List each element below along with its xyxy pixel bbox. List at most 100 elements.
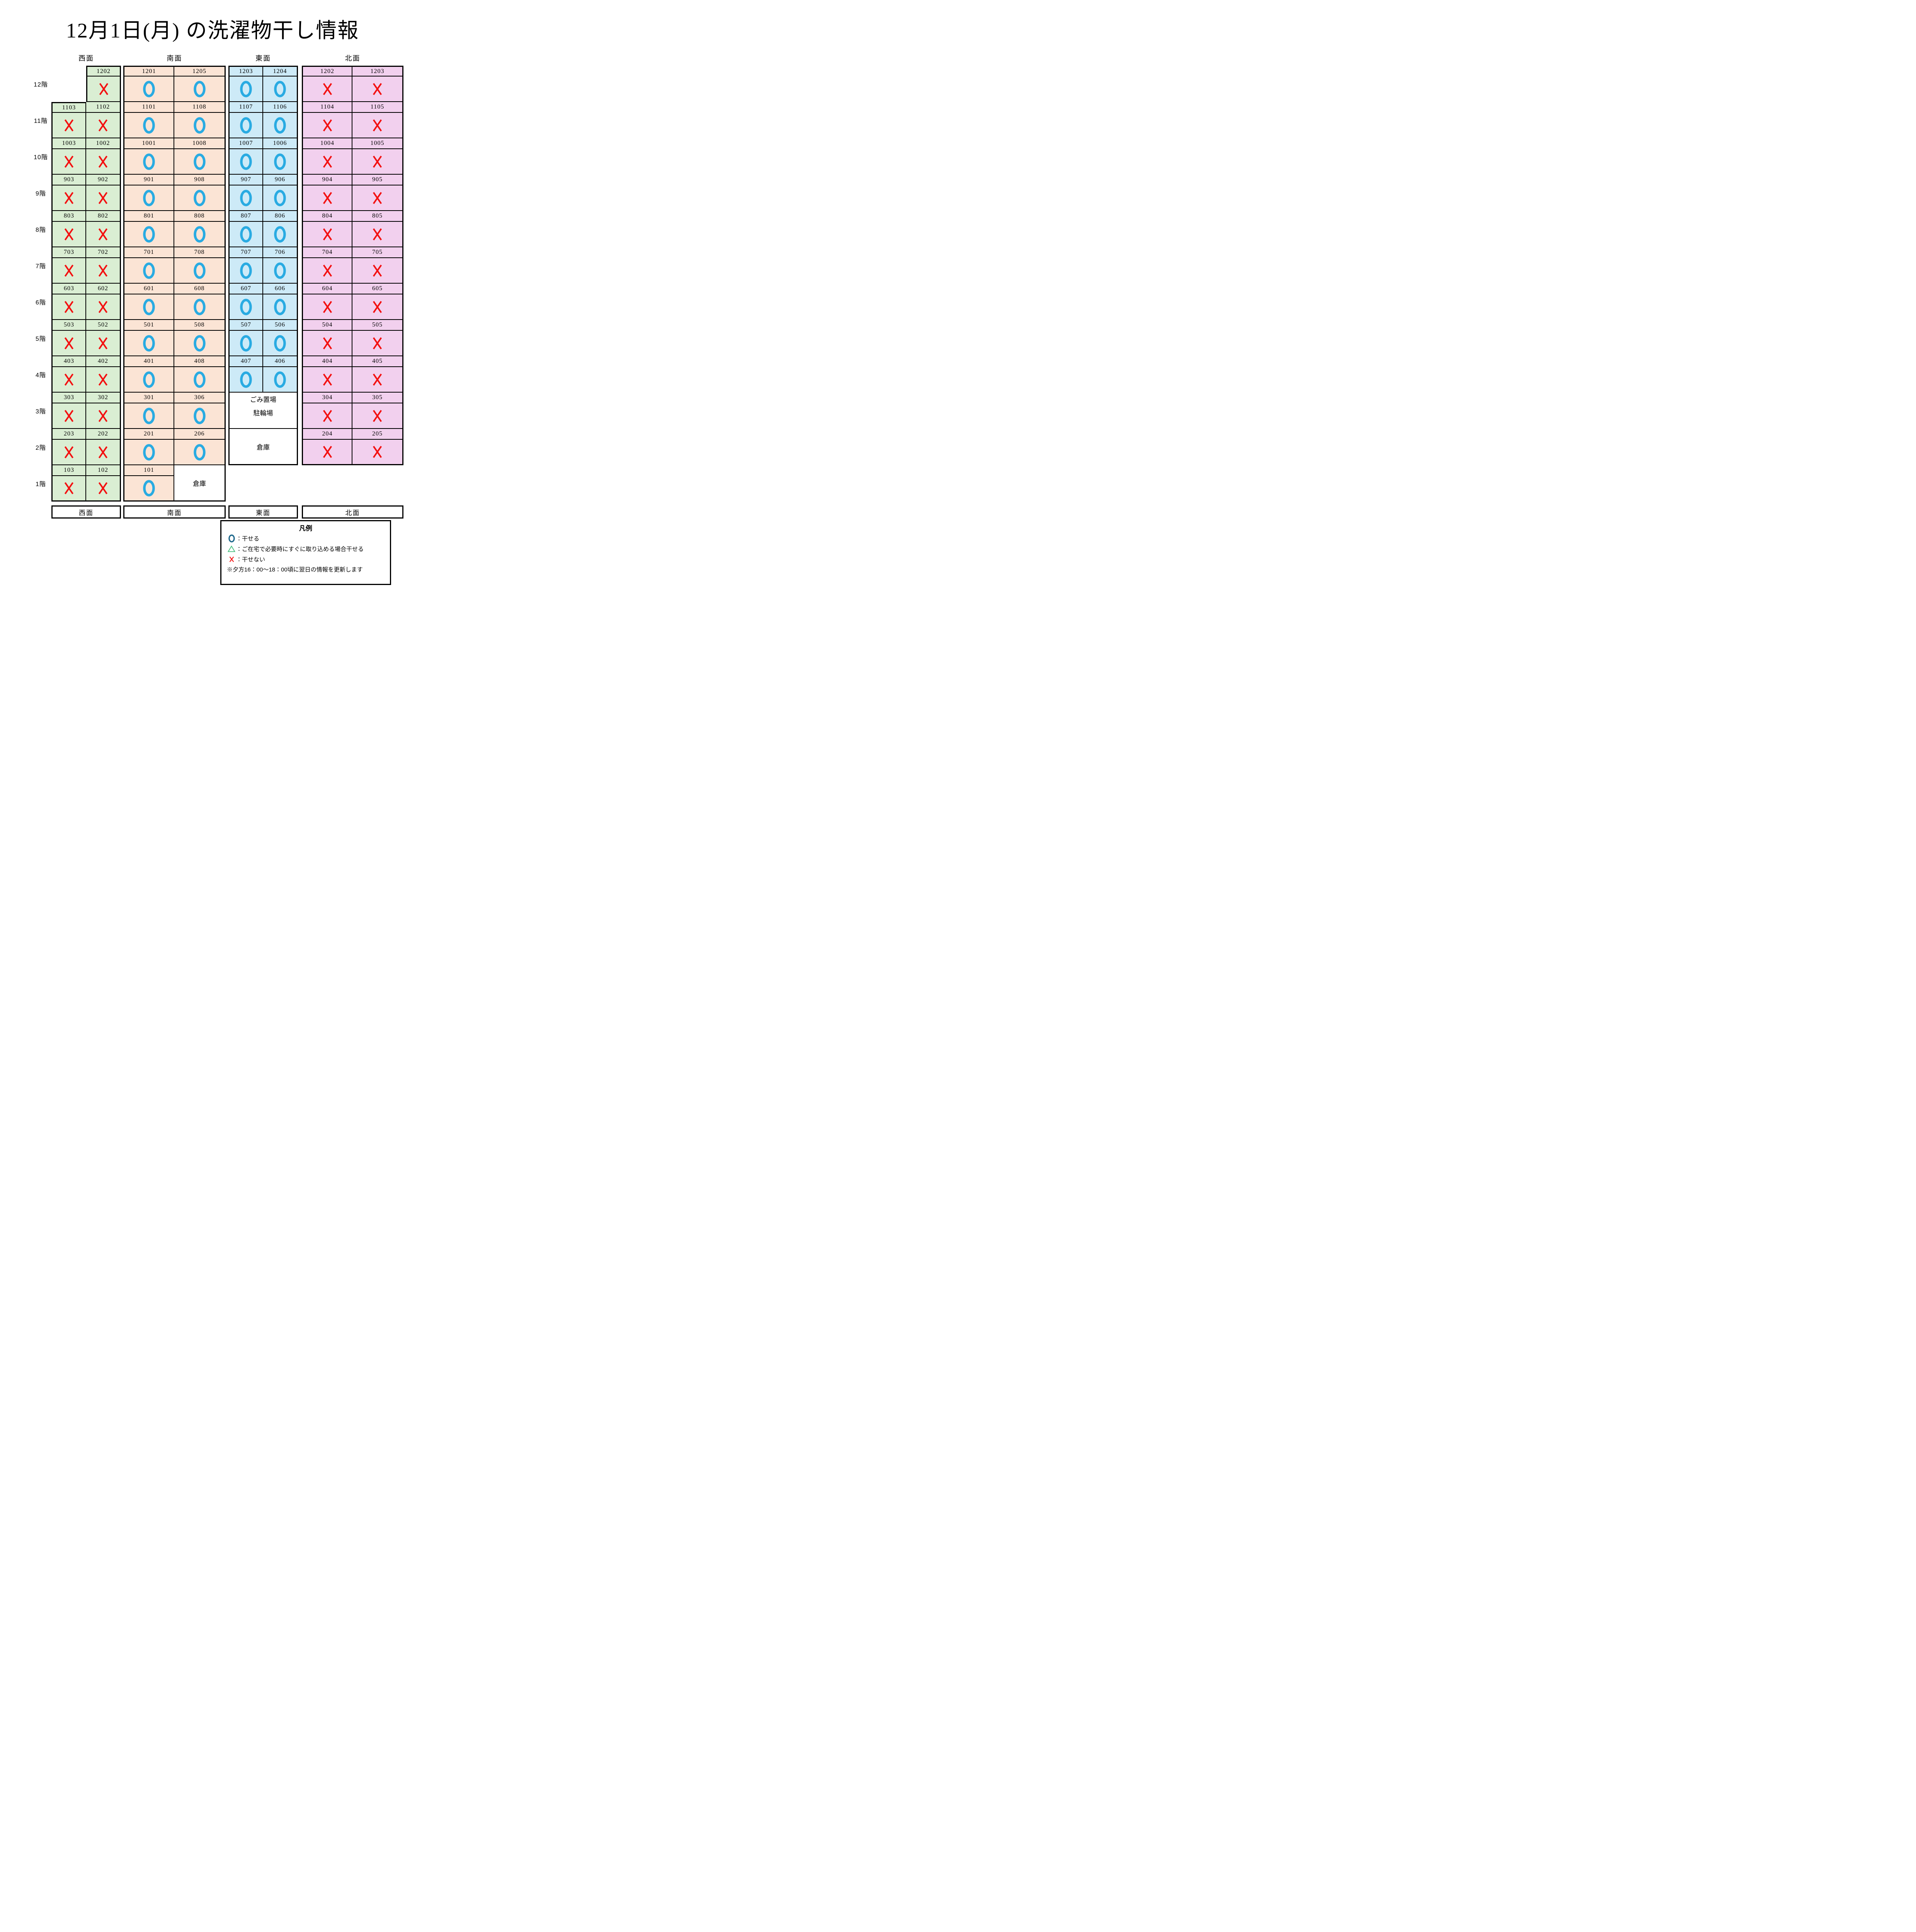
circle-mark-icon: [193, 226, 206, 243]
room-number-cell: 1108: [174, 102, 226, 113]
cross-mark-icon: [98, 482, 108, 495]
room-number-cell: 606: [263, 284, 298, 294]
mark-cell: [51, 440, 86, 465]
mark-cell: [302, 77, 352, 102]
mark-cell: [174, 222, 226, 247]
mark-cell: [86, 149, 121, 175]
room-number-cell: 402: [86, 356, 121, 367]
cross-mark-icon: [323, 264, 332, 277]
face-footer-west: 西面: [51, 505, 121, 519]
legend-item-ok: ：干せる: [227, 533, 385, 544]
mark-cell: [228, 258, 263, 284]
mark-cell: [174, 113, 226, 138]
cross-mark-icon: [323, 83, 332, 95]
room-number-cell: 704: [302, 247, 352, 258]
cross-mark-icon: [98, 192, 108, 204]
face-header-west: 西面: [78, 54, 94, 62]
room-number-cell: 706: [263, 247, 298, 258]
mark-cell: [352, 222, 403, 247]
mark-cell: [228, 113, 263, 138]
mark-cell: [302, 185, 352, 211]
mark-cell: [263, 331, 298, 356]
cross-mark-icon: [64, 482, 74, 495]
mark-cell: [302, 367, 352, 393]
room-number-cell: 908: [174, 175, 226, 185]
cross-mark-icon: [323, 192, 332, 204]
cross-mark-icon: [64, 155, 74, 168]
circle-mark-icon: [143, 407, 155, 424]
room-number-cell: 805: [352, 211, 403, 222]
cross-mark-icon: [64, 301, 74, 313]
room-number-cell: 505: [352, 320, 403, 331]
room-number-cell: 904: [302, 175, 352, 185]
room-number-cell: 807: [228, 211, 263, 222]
room-number-cell: 306: [174, 393, 226, 403]
room-number-cell: 803: [51, 211, 86, 222]
mark-cell: [86, 367, 121, 393]
cross-mark-icon: [323, 119, 332, 131]
circle-mark-icon: [274, 117, 286, 134]
room-number-cell: 407: [228, 356, 263, 367]
circle-mark-icon: [143, 444, 155, 461]
face-header-east: 東面: [255, 54, 271, 62]
room-number-cell: 401: [123, 356, 174, 367]
face-footer-north: 北面: [302, 505, 403, 519]
room-number-cell: 1107: [228, 102, 263, 113]
circle-mark-icon: [193, 371, 206, 388]
mark-cell: [86, 403, 121, 429]
room-number-cell: 102: [86, 465, 121, 476]
room-number-cell: 204: [302, 429, 352, 440]
circle-mark-icon: [240, 262, 252, 279]
circle-mark-icon: [274, 335, 286, 352]
mark-cell: [174, 185, 226, 211]
circle-mark-icon: [274, 153, 286, 170]
circle-mark-icon: [274, 262, 286, 279]
cross-mark-icon: [98, 410, 108, 422]
cross-mark-icon: [323, 373, 332, 386]
floor-label: 11階: [34, 118, 48, 124]
mark-cell: [302, 403, 352, 429]
circle-mark-icon: [240, 153, 252, 170]
mark-cell: [51, 294, 86, 320]
circle-mark-icon: [240, 80, 252, 97]
room-number-cell: 404: [302, 356, 352, 367]
cross-mark-icon: [64, 264, 74, 277]
cross-mark-icon: [373, 373, 382, 386]
cross-mark-icon: [99, 83, 108, 95]
cross-mark-icon: [373, 155, 382, 168]
mark-cell: [352, 77, 403, 102]
circle-mark-icon: [143, 117, 155, 134]
face-headers: 西面 南面 東面 北面: [30, 53, 403, 63]
mark-cell: [51, 222, 86, 247]
cross-mark-icon: [98, 264, 108, 277]
room-number-cell: 1103: [51, 102, 86, 113]
circle-mark-icon: [193, 189, 206, 206]
cross-mark-icon: [98, 228, 108, 240]
floor-label: 6階: [36, 299, 46, 306]
room-number-cell: 506: [263, 320, 298, 331]
room-number-cell: 1006: [263, 138, 298, 149]
mark-cell: [86, 77, 121, 102]
circle-mark-icon: [274, 189, 286, 206]
circle-mark-icon: [240, 335, 252, 352]
legend-item-no: ：干せない: [227, 554, 385, 565]
mark-cell: [302, 222, 352, 247]
mark-cell: [123, 440, 174, 465]
circle-mark-icon: [274, 298, 286, 315]
cross-mark-icon: [373, 337, 382, 349]
room-number-cell: 607: [228, 284, 263, 294]
mark-cell: [263, 113, 298, 138]
room-number-cell: 701: [123, 247, 174, 258]
room-number-cell: 1202: [302, 66, 352, 77]
room-number-cell: 1102: [86, 102, 121, 113]
cross-mark-icon: [98, 301, 108, 313]
cross-mark-icon: [64, 228, 74, 240]
room-number-cell: 403: [51, 356, 86, 367]
room-number-cell: 1203: [228, 66, 263, 77]
circle-mark-icon: [143, 262, 155, 279]
cross-mark-icon: [64, 446, 74, 458]
mark-cell: [263, 367, 298, 393]
room-number-cell: 703: [51, 247, 86, 258]
circle-mark-icon: [240, 226, 252, 243]
room-number-cell: 702: [86, 247, 121, 258]
